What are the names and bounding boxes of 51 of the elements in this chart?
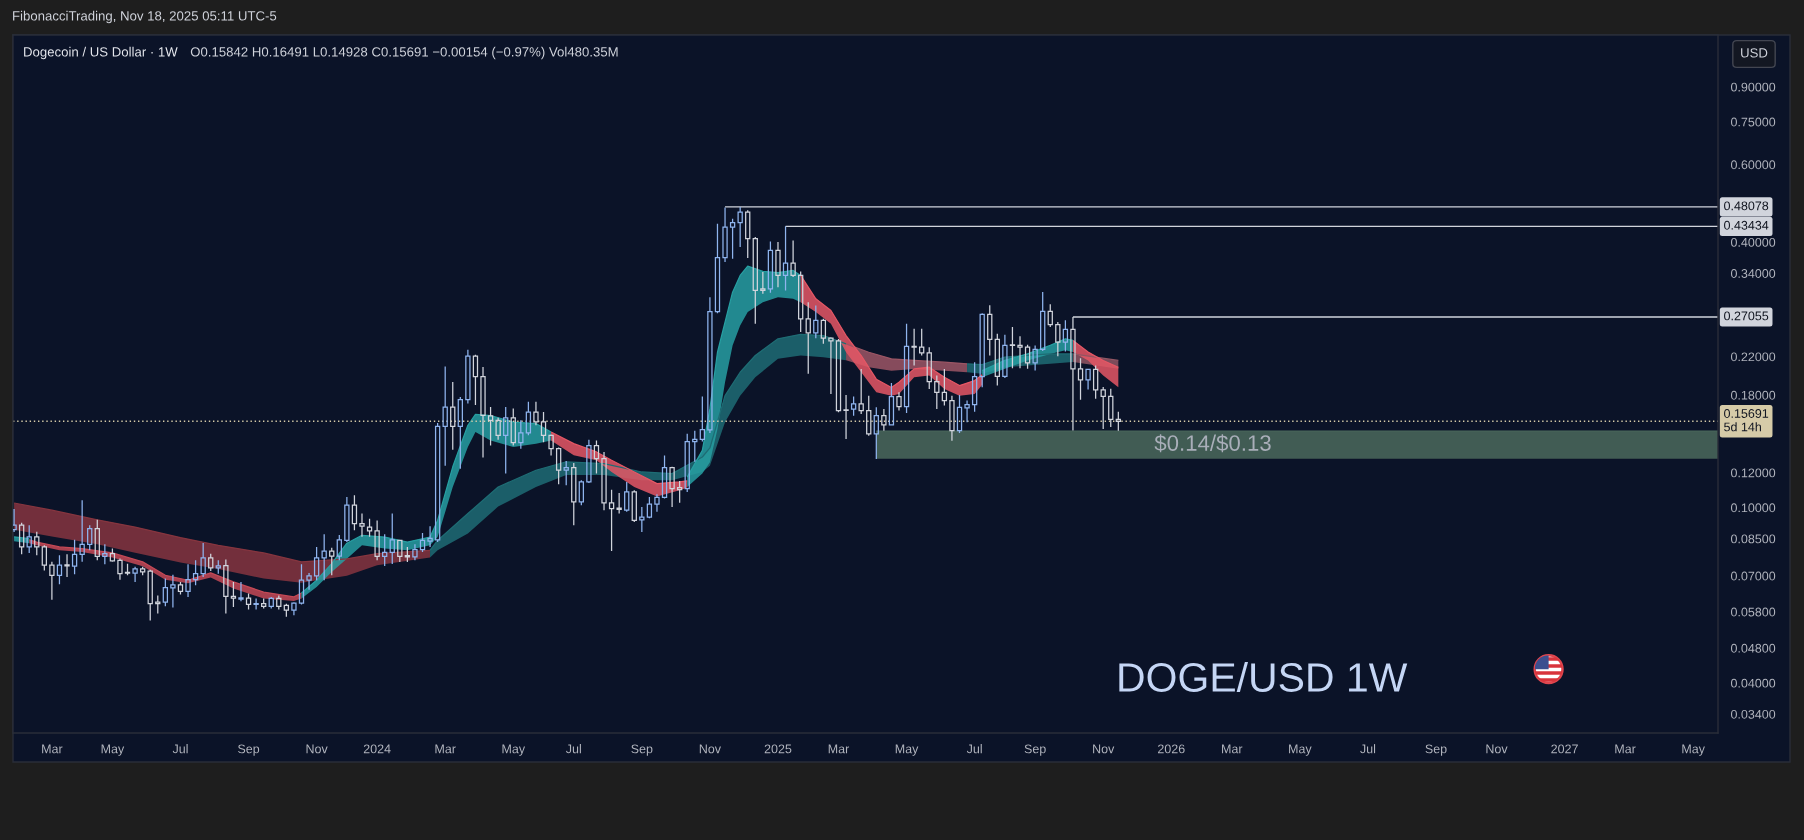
x-tick-label: May <box>1682 744 1705 756</box>
y-tick-label: 0.40000 <box>1730 237 1776 247</box>
x-tick-label: May <box>895 744 919 756</box>
data-label: 0.48078 <box>1724 201 1769 211</box>
x-tick-label: Jul <box>172 744 188 754</box>
text: O0.15842 H0.16491 L0.14928 C0.15691 −0.00154 (−0.97%) Vol480.35M <box>190 46 618 60</box>
y-tick-label: 0.60000 <box>1730 160 1776 170</box>
x-tick-label: Jul <box>1360 744 1376 754</box>
data-label: 0.27055 <box>1724 311 1769 321</box>
y-tick-label: 0.08500 <box>1730 534 1776 544</box>
y-tick-label: 0.05800 <box>1730 607 1776 617</box>
y-tick-label: 0.04800 <box>1730 643 1776 653</box>
x-tick-label: May <box>1289 744 1312 756</box>
x-tick-label: Nov <box>1486 744 1508 754</box>
x-tick-label: Sep <box>237 744 260 756</box>
data-label: 0.43434 <box>1724 220 1769 230</box>
x-tick-label: Nov <box>699 744 721 754</box>
x-tick-label: May <box>502 744 526 756</box>
y-tick-label: 0.10000 <box>1730 503 1776 513</box>
x-tick-label: 2026 <box>1158 744 1185 754</box>
x-tick-label: Sep <box>1425 744 1447 756</box>
x-tick-label: Nov <box>306 744 328 754</box>
x-tick-label: Mar <box>1222 744 1243 754</box>
y-tick-label: 0.07000 <box>1730 571 1776 581</box>
x-tick-label: 2025 <box>764 744 792 754</box>
x-tick-label: 2024 <box>363 744 391 754</box>
x-tick-label: Sep <box>1024 744 1046 756</box>
y-tick-label: 0.75000 <box>1730 117 1776 127</box>
y-tick-label: 0.12000 <box>1730 468 1776 478</box>
ref-line-label: 0.15691 5d 14h <box>1724 409 1769 432</box>
text: Dogecoin / US Dollar · 1W <box>24 46 178 60</box>
x-tick-label: Jul <box>966 744 982 754</box>
y-tick-label: 0.18000 <box>1730 390 1776 400</box>
x-tick-label: Mar <box>1615 744 1636 754</box>
x-tick-label: Mar <box>435 744 456 754</box>
y-tick-label: 0.22000 <box>1730 352 1776 362</box>
x-tick-label: Sep <box>631 744 653 756</box>
series-label: $0.14/$0.13 <box>1154 434 1271 453</box>
y-tick-label: 0.34000 <box>1730 269 1776 278</box>
x-tick-label: May <box>101 744 125 756</box>
x-tick-label: Jul <box>565 744 581 754</box>
y-tick-label: 0.04000 <box>1730 678 1776 688</box>
x-tick-label: Mar <box>828 744 850 754</box>
y-axis-title: USD <box>1741 48 1768 58</box>
x-tick-label: Nov <box>1093 744 1115 754</box>
y-tick-label: 0.03400 <box>1730 709 1776 719</box>
y-tick-label: 0.90000 <box>1730 82 1776 92</box>
x-tick-label: Mar <box>42 744 63 754</box>
text: FibonacciTrading, Nov 18, 2025 05:11 UTC-5 <box>13 10 277 24</box>
x-tick-label: 2027 <box>1551 744 1578 754</box>
annotation: DOGE/USD 1W <box>1119 661 1408 692</box>
